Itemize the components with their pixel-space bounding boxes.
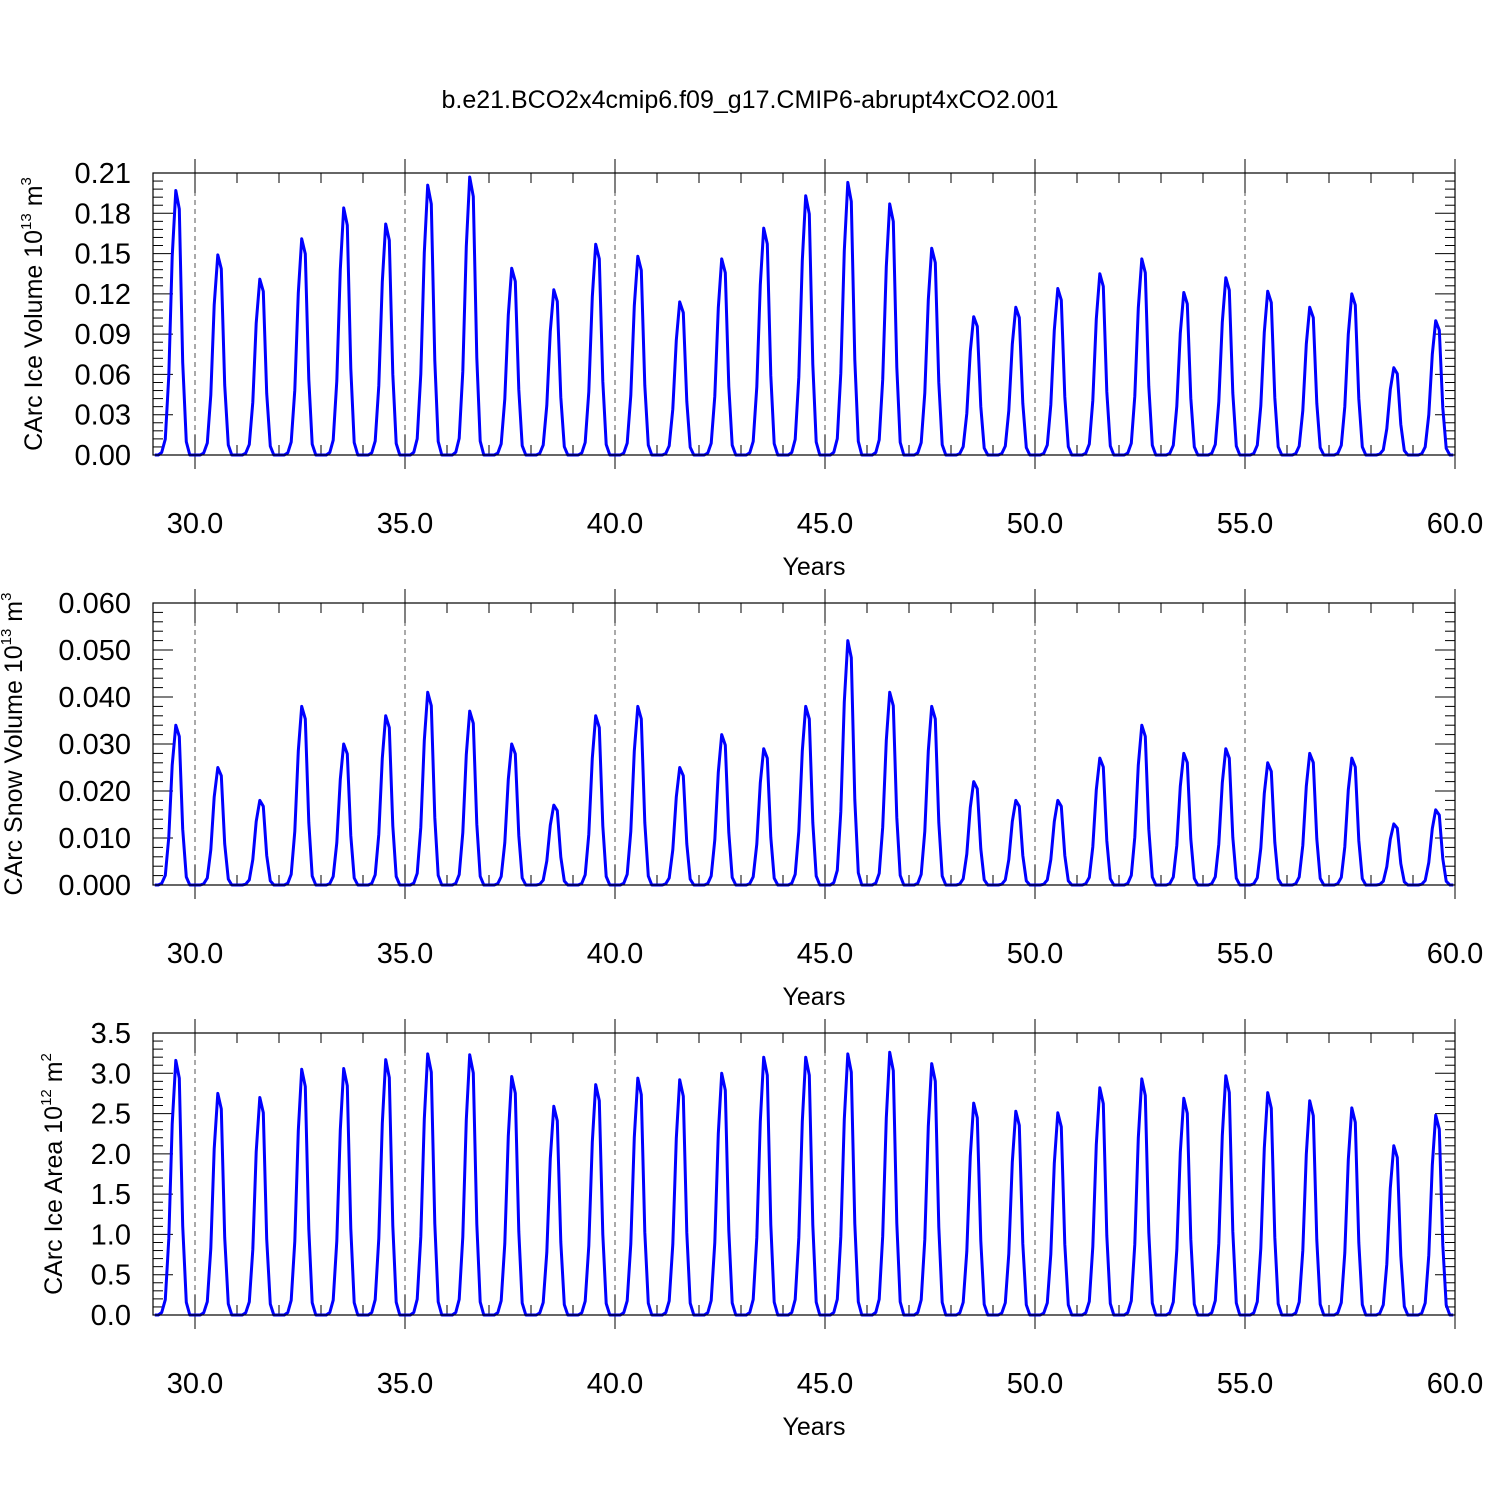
y-tick-label-2-2: 0.020 [58, 776, 131, 808]
plot-frame-3 [152, 1032, 1456, 1316]
series-line-3 [154, 1050, 1454, 1317]
x-tick-label-3-2: 40.0 [587, 1368, 643, 1400]
y-tick-label-3-6: 3.0 [91, 1058, 131, 1090]
x-axis-label-2: Years [782, 983, 845, 1011]
y-tick-label-1-2: 0.06 [75, 359, 131, 391]
x-tick-label-2-0: 30.0 [167, 938, 223, 970]
y-tick-label-2-5: 0.050 [58, 635, 131, 667]
x-tick-label-2-6: 60.0 [1427, 938, 1483, 970]
y-axis-label-1: CArc Ice Volume 1013 m3 [18, 177, 48, 451]
panels: 0.00 0.03 0.06 0.09 0.12 0.15 0.18 0.21 30.0 35.0… [0, 158, 1483, 1441]
x-tick-label-1-3: 45.0 [797, 508, 853, 540]
x-tick-label-3-1: 35.0 [377, 1368, 433, 1400]
y-tick-label-3-7: 3.5 [91, 1018, 131, 1050]
y-tick-label-3-4: 2.0 [91, 1139, 131, 1171]
y-tick-label-2-4: 0.040 [58, 682, 131, 714]
y-tick-label-3-3: 1.5 [91, 1179, 131, 1211]
x-axis-label-3: Years [782, 1413, 845, 1441]
x-axis-label-1: Years [782, 553, 845, 581]
y-tick-label-1-7: 0.21 [75, 158, 131, 190]
x-tick-label-3-3: 45.0 [797, 1368, 853, 1400]
y-tick-label-1-6: 0.18 [75, 198, 131, 230]
series-line-2 [154, 639, 1454, 887]
y-tick-label-3-0: 0.0 [91, 1300, 131, 1332]
x-tick-label-2-1: 35.0 [377, 938, 433, 970]
x-tick-label-1-0: 30.0 [167, 508, 223, 540]
y-tick-label-1-4: 0.12 [75, 279, 131, 311]
plot-frame-2 [152, 602, 1456, 886]
y-tick-label-3-1: 0.5 [91, 1260, 131, 1292]
x-tick-label-3-5: 55.0 [1217, 1368, 1273, 1400]
x-tick-label-3-6: 60.0 [1427, 1368, 1483, 1400]
figure-title: b.e21.BCO2x4cmip6.f09_g17.CMIP6-abrupt4x… [441, 86, 1058, 114]
y-tick-label-2-1: 0.010 [58, 823, 131, 855]
x-tick-label-1-2: 40.0 [587, 508, 643, 540]
x-tick-label-1-4: 50.0 [1007, 508, 1063, 540]
y-tick-label-1-0: 0.00 [75, 440, 131, 472]
y-tick-label-1-3: 0.09 [75, 319, 131, 351]
y-axis-label-2: CArc Snow Volume 1013 m3 [0, 593, 28, 896]
x-tick-label-3-4: 50.0 [1007, 1368, 1063, 1400]
y-tick-label-1-5: 0.15 [75, 239, 131, 271]
x-tick-label-2-4: 50.0 [1007, 938, 1063, 970]
x-tick-label-1-1: 35.0 [377, 508, 433, 540]
x-tick-label-1-6: 60.0 [1427, 508, 1483, 540]
y-tick-label-2-3: 0.030 [58, 729, 131, 761]
plot-frame-1 [152, 172, 1456, 456]
y-tick-label-2-0: 0.000 [58, 870, 131, 902]
y-axis-label-3: CArc Ice Area 1012 m2 [38, 1053, 68, 1295]
series-line-1 [154, 175, 1454, 457]
x-tick-label-2-3: 45.0 [797, 938, 853, 970]
x-tick-label-1-5: 55.0 [1217, 508, 1273, 540]
x-tick-label-2-2: 40.0 [587, 938, 643, 970]
x-tick-label-2-5: 55.0 [1217, 938, 1273, 970]
y-tick-label-3-2: 1.0 [91, 1219, 131, 1251]
x-tick-label-3-0: 30.0 [167, 1368, 223, 1400]
y-tick-label-1-1: 0.03 [75, 400, 131, 432]
y-tick-label-2-6: 0.060 [58, 588, 131, 620]
y-tick-label-3-5: 2.5 [91, 1099, 131, 1131]
